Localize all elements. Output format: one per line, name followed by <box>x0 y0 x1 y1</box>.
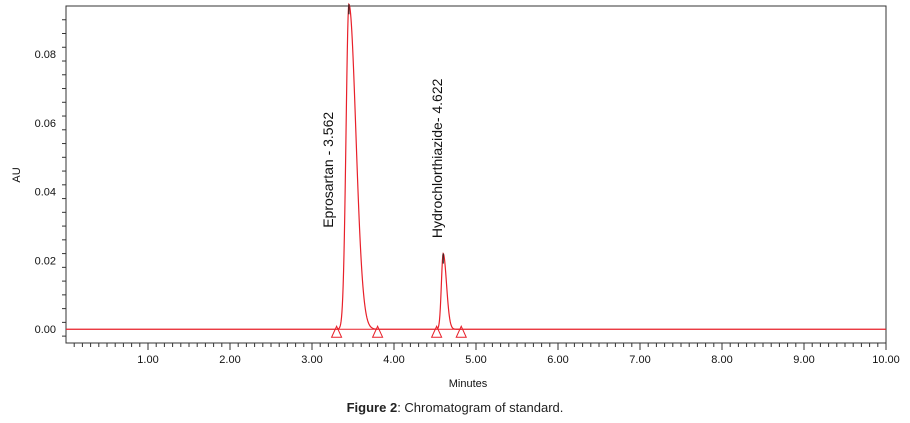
peak-label: Eprosartan - 3.562 <box>320 112 336 228</box>
chromatogram-chart: 1.00 2.00 3.00 4.00 5.00 6.00 7.00 8.00 9.00 10.0… <box>11 2 900 390</box>
x-tick-label: 4.00 <box>383 354 404 366</box>
peak-label: Hydrochlorthiazide- 4.622 <box>429 78 445 238</box>
integration-marker <box>430 325 443 338</box>
figure-caption: Figure 2: Chromatogram of standard. <box>0 400 910 415</box>
peak-labels: Eprosartan - 3.562 Hydrochlorthiazide- 4.… <box>320 78 445 238</box>
x-axis: 1.00 2.00 3.00 4.00 5.00 6.00 7.00 8.00 9.00 10.0… <box>73 343 900 366</box>
x-tick-label: 7.00 <box>629 354 650 366</box>
y-tick-label: 0.06 <box>35 118 56 130</box>
y-axis: 0.00 0.02 0.04 0.06 0.08 <box>35 19 66 337</box>
x-tick-label: 1.00 <box>137 354 158 366</box>
y-axis-title: AU <box>11 167 23 182</box>
x-axis-title: Minutes <box>449 378 488 390</box>
y-tick-label: 0.00 <box>35 324 56 336</box>
x-tick-label: 3.00 <box>301 354 322 366</box>
figure-caption-label: Figure 2 <box>346 400 398 415</box>
integration-markers <box>330 325 468 338</box>
integration-marker <box>371 325 384 338</box>
x-tick-label: 5.00 <box>465 354 486 366</box>
x-tick-label: 6.00 <box>547 354 568 366</box>
x-tick-label: 2.00 <box>219 354 240 366</box>
y-tick-label: 0.02 <box>35 255 56 267</box>
y-tick-label: 0.04 <box>35 187 56 199</box>
series-group <box>66 2 886 330</box>
signal-trace <box>66 2 886 330</box>
x-tick-label: 8.00 <box>711 354 732 366</box>
integration-marker <box>455 325 468 338</box>
x-tick-label: 9.00 <box>793 354 814 366</box>
integration-marker <box>330 325 343 338</box>
figure-caption-text: : Chromatogram of standard. <box>397 400 564 415</box>
x-tick-label: 10.00 <box>872 354 900 366</box>
plot-frame <box>65 5 887 344</box>
y-tick-label: 0.08 <box>35 49 56 61</box>
